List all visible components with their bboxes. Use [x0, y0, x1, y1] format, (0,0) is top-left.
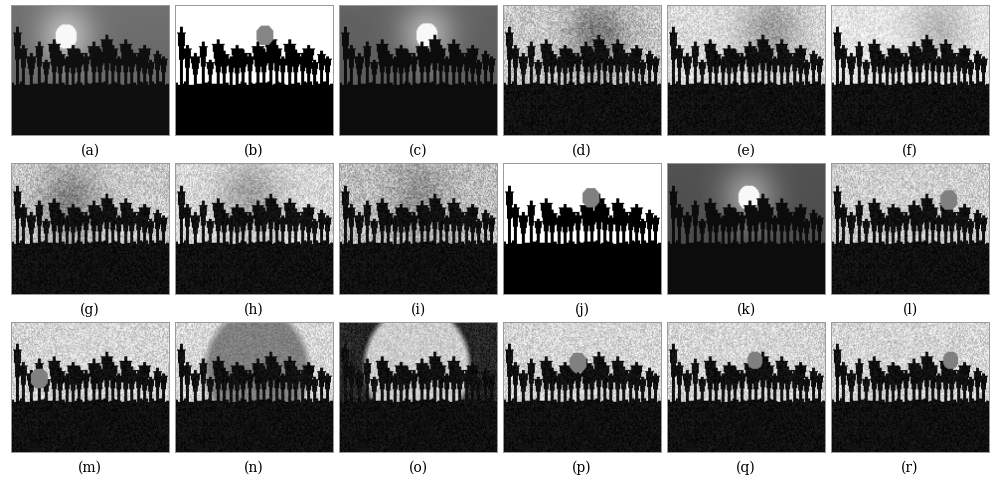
- Text: (d): (d): [572, 144, 592, 158]
- Text: (g): (g): [80, 302, 100, 317]
- Text: (j): (j): [574, 302, 590, 317]
- Text: (o): (o): [408, 461, 428, 475]
- Text: (p): (p): [572, 461, 592, 475]
- Text: (e): (e): [736, 144, 756, 158]
- Text: (b): (b): [244, 144, 264, 158]
- Text: (k): (k): [736, 303, 756, 316]
- Text: (r): (r): [901, 461, 919, 475]
- Text: (c): (c): [409, 144, 427, 158]
- Text: (f): (f): [902, 144, 918, 158]
- Text: (q): (q): [736, 461, 756, 475]
- Text: (a): (a): [80, 144, 100, 158]
- Text: (i): (i): [410, 303, 426, 316]
- Text: (m): (m): [78, 461, 102, 475]
- Text: (h): (h): [244, 303, 264, 316]
- Text: (n): (n): [244, 461, 264, 475]
- Text: (l): (l): [902, 303, 918, 316]
